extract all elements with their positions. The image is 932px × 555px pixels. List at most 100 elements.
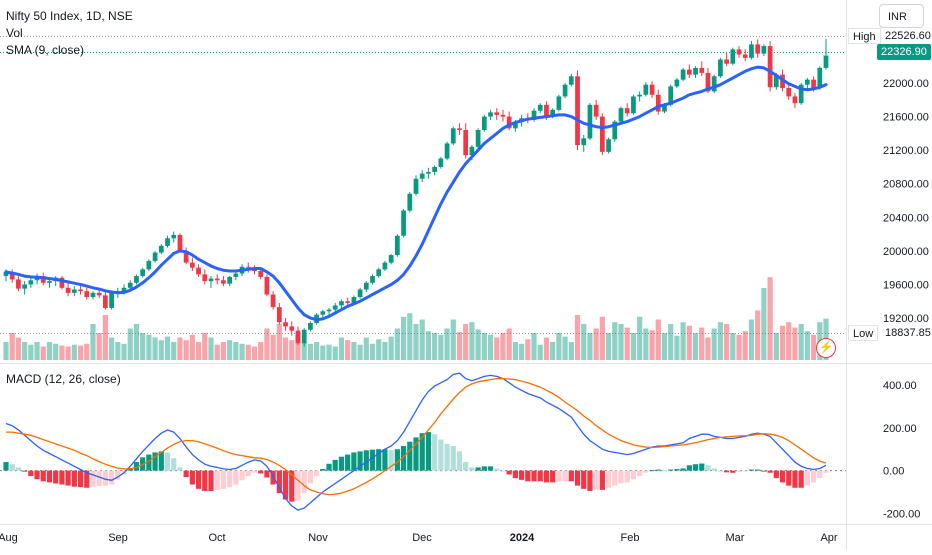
macd-histogram-bar — [115, 470, 121, 480]
macd-histogram-bar — [195, 470, 202, 489]
volume-bar — [531, 333, 537, 360]
macd-histogram-bar — [53, 470, 59, 484]
volume-bar — [338, 337, 345, 360]
candle-body — [755, 44, 761, 54]
legend-volume[interactable]: Vol — [6, 26, 23, 40]
candle-body — [730, 49, 736, 64]
candle-body — [450, 128, 456, 144]
macd-histogram-bar — [525, 470, 531, 482]
candle-body — [16, 279, 21, 289]
time-tick-label: Feb — [621, 532, 640, 544]
macd-histogram-bar — [295, 470, 301, 501]
time-tick-label: Oct — [208, 532, 225, 544]
volume-bar — [258, 342, 264, 360]
candle-body — [444, 143, 450, 159]
macd-histogram-bar — [351, 452, 357, 471]
candle-body — [413, 178, 419, 194]
macd-histogram-bar — [46, 470, 53, 483]
volume-bar — [494, 337, 500, 360]
macd-histogram-bar — [363, 450, 369, 471]
volume-bar — [65, 346, 71, 360]
volume-bar — [556, 333, 562, 360]
macd-histogram-bar — [643, 470, 649, 473]
candle-body — [190, 262, 195, 268]
volume-bar — [755, 310, 761, 360]
volume-bar — [233, 342, 239, 360]
macd-histogram-bar — [562, 470, 568, 482]
candle-body — [612, 121, 618, 140]
volume-bar — [792, 327, 798, 360]
sma-line — [4, 65, 828, 322]
macd-histogram-bar — [301, 470, 307, 494]
candle-body — [196, 267, 201, 275]
volume-bar — [537, 344, 543, 360]
volume-bar — [562, 336, 568, 360]
time-tick-label: Mar — [726, 532, 745, 544]
volume-bar — [96, 333, 102, 360]
macd-histogram-bar — [450, 446, 456, 471]
candle-body — [71, 289, 77, 293]
candle-body — [332, 305, 338, 310]
volume-bar — [705, 337, 711, 360]
volume-bar — [699, 327, 705, 360]
macd-histogram-bar — [202, 470, 208, 491]
volume-bar — [34, 342, 40, 360]
macd-line — [5, 372, 827, 511]
candle-body — [593, 104, 599, 117]
currency-button[interactable]: INR — [879, 4, 924, 28]
candle-body — [718, 59, 723, 77]
volume-bar — [264, 328, 270, 360]
macd-histogram-bar — [736, 470, 742, 473]
macd-histogram-bar — [717, 470, 724, 472]
time-tick-label: Dec — [412, 532, 432, 544]
candle-body — [531, 110, 537, 120]
candle-body — [742, 54, 748, 58]
volume-bar — [525, 339, 531, 360]
macd-histogram-bar — [661, 469, 668, 471]
macd-histogram-bar — [531, 470, 537, 482]
candle-body — [680, 69, 686, 80]
macd-histogram-bar — [177, 467, 183, 471]
volume-bar — [90, 324, 96, 360]
macd-histogram-bar — [425, 432, 432, 471]
volume-bar — [568, 342, 574, 360]
candle-body — [805, 79, 810, 85]
macd-histogram-bar — [518, 470, 525, 480]
volume-bar — [543, 337, 550, 360]
macd-histogram-bar — [742, 470, 748, 472]
signal-line — [6, 377, 827, 496]
volume-bar — [121, 343, 127, 360]
macd-histogram-bar — [494, 468, 500, 471]
legend-sma[interactable]: SMA (9, close) — [6, 43, 85, 57]
candle-body — [798, 84, 804, 104]
candle-body — [40, 276, 46, 283]
macd-histogram-bar — [624, 470, 630, 483]
last-price-tag: 22326.90 — [877, 44, 931, 60]
macd-histogram-bar — [245, 470, 251, 476]
macd-title[interactable]: MACD (12, 26, close) — [6, 372, 121, 386]
macd-histogram-bar — [227, 470, 233, 488]
volume-bar — [400, 316, 407, 360]
volume-bar — [686, 325, 692, 360]
macd-histogram-bar — [313, 470, 320, 476]
volume-bar — [425, 331, 432, 360]
volume-bar — [295, 335, 301, 360]
macd-histogram-bar — [543, 470, 550, 483]
candle-body — [457, 128, 462, 131]
candle-body — [544, 104, 549, 117]
macd-histogram-bar — [90, 470, 96, 487]
macd-histogram-bar — [456, 451, 463, 471]
macd-histogram-bar — [28, 470, 34, 476]
lightning-icon[interactable]: ⚡ — [816, 338, 836, 358]
candle-body — [606, 139, 611, 152]
volume-bar — [624, 327, 630, 360]
high-value: 22526.60 — [881, 28, 932, 44]
macd-histogram-bar — [183, 470, 189, 478]
macd-histogram-bar — [475, 467, 481, 471]
volume-bar — [550, 342, 556, 360]
macd-histogram-bar — [779, 470, 786, 483]
macd-histogram-bar — [686, 465, 692, 471]
macd-histogram-bar — [506, 470, 512, 475]
macd-histogram-bar — [792, 470, 798, 488]
